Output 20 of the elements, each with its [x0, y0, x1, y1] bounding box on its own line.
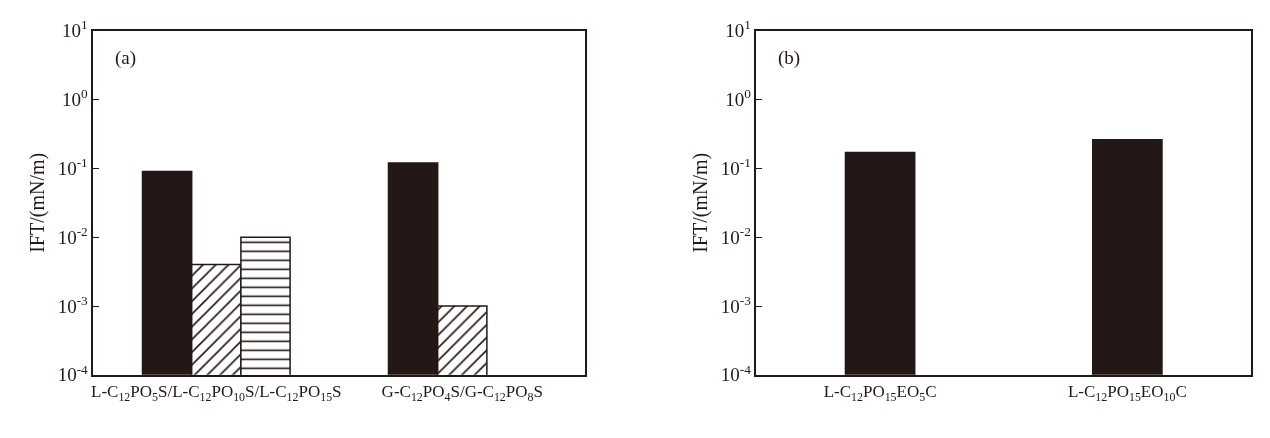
y-tick-label: 10$^{0}$ [62, 86, 89, 111]
y-tick-label: 10$^{1}$ [62, 17, 88, 42]
y-tick-label: 10$^{-1}$ [57, 155, 88, 180]
category-label: G-C$_{12}$PO$_{4}$S/G-C$_{12}$PO$_{8}$S [381, 381, 543, 404]
y-axis-title: IFT/(mN/m) [688, 152, 712, 253]
y-tick-label: 10$^{1}$ [725, 17, 751, 42]
y-tick-label: 10$^{-3}$ [720, 292, 752, 317]
y-tick-label: 10$^{0}$ [725, 86, 752, 111]
annotation: (a) [115, 47, 137, 69]
x-tick-label: L-C$_{12}$PO$_{15}$EO$_{10}$C [1067, 381, 1187, 404]
y-tick-label: 10$^{-2}$ [57, 223, 88, 248]
y-tick-label: 10$^{-4}$ [720, 361, 752, 386]
y-tick-label: 10$^{-4}$ [57, 361, 89, 386]
category-label: L-C$_{12}$PO$_{5}$S/L-C$_{12}$PO$_{10}$S/L-C$_{12}$PO$_{15}$S [91, 381, 342, 404]
y-tick-label: 10$^{-1}$ [720, 155, 751, 180]
y-tick-label: 10$^{-3}$ [57, 292, 89, 317]
annotation: (b) [778, 47, 801, 69]
y-axis-title: IFT/(mN/m) [25, 152, 49, 253]
y-tick-label: 10$^{-2}$ [720, 223, 751, 248]
x-tick-label: L-C$_{12}$PO$_{15}$EO$_{5}$C [823, 381, 937, 404]
